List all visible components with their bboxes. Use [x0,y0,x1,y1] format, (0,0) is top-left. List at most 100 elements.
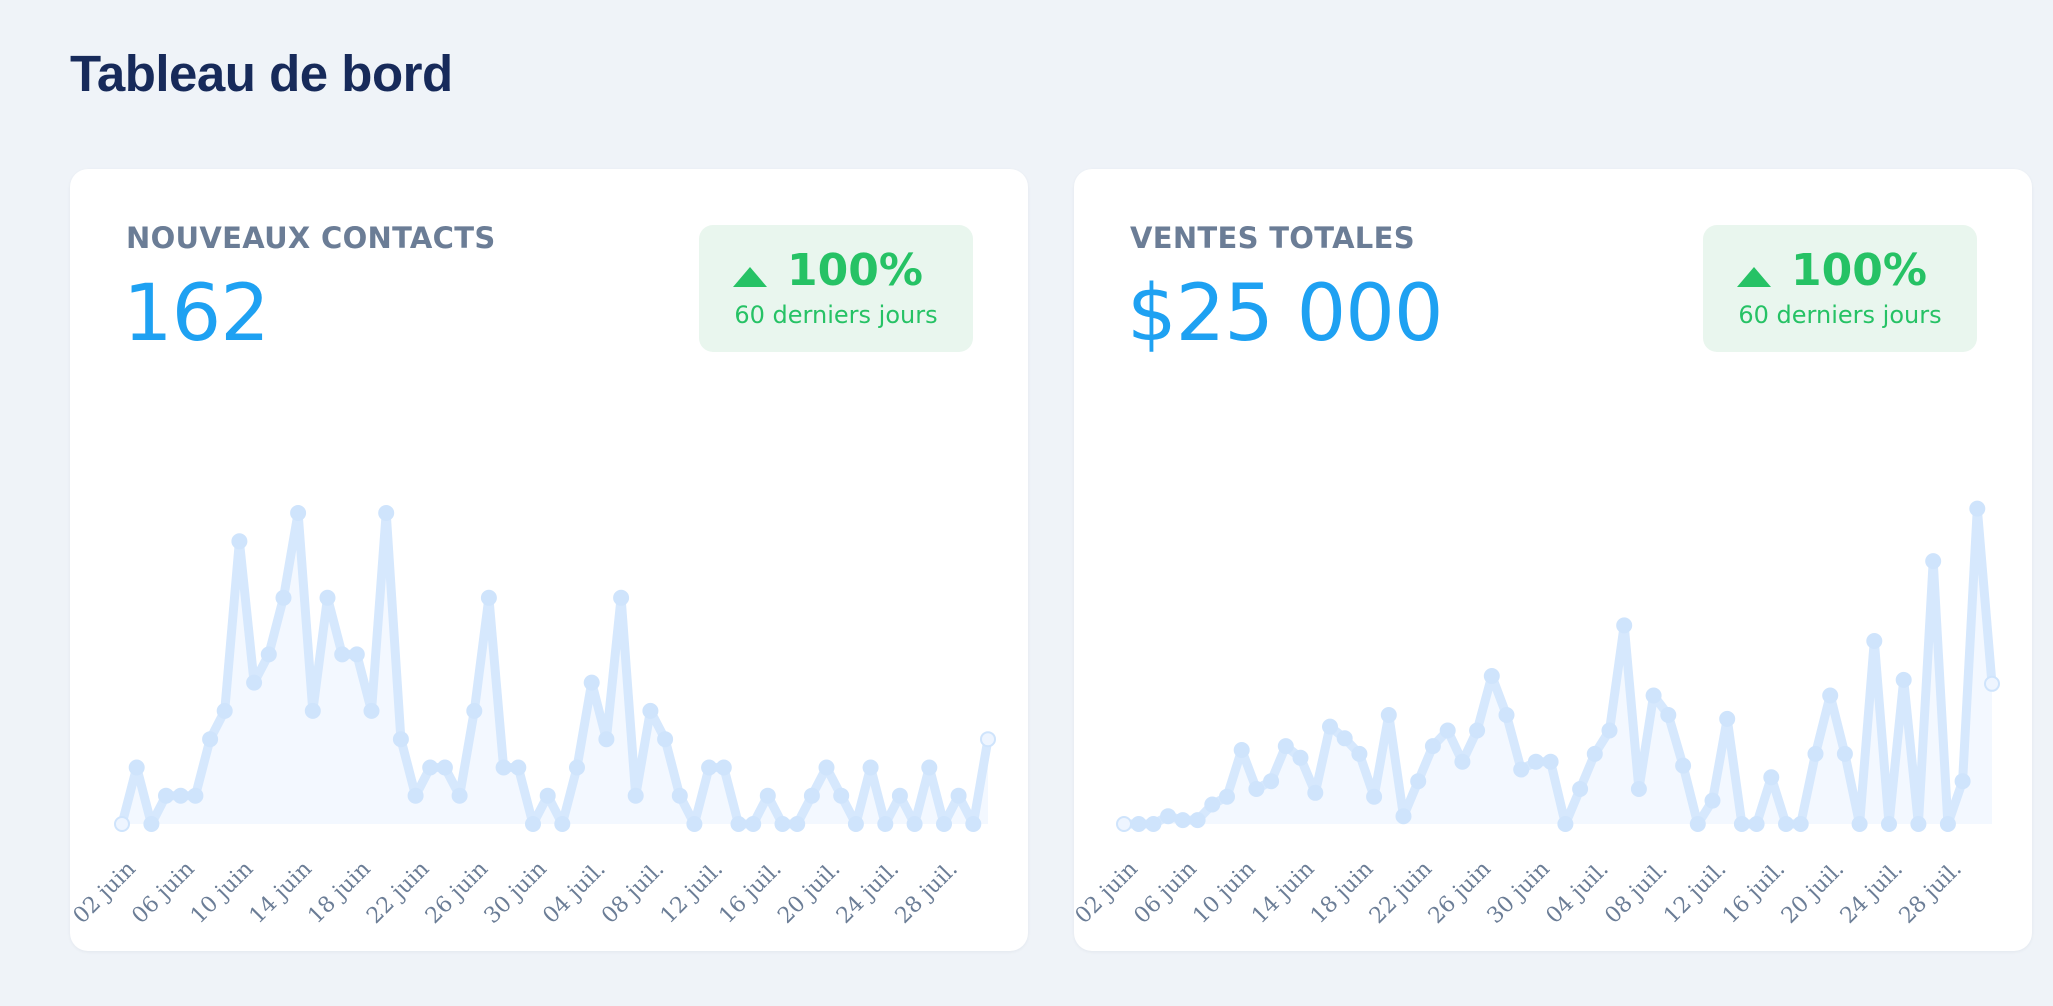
data-point [1307,784,1324,801]
data-point [1748,816,1765,832]
data-point [980,731,996,748]
data-point [1836,745,1853,762]
data-point [1366,788,1383,805]
data-point [378,505,395,521]
data-point [613,589,630,606]
data-point [789,816,806,832]
x-tick-label: 18 juin [303,857,375,929]
data-point [246,674,263,691]
x-tick-label: 04 juil. [538,857,610,929]
data-point [1351,745,1368,762]
data-point [525,816,541,832]
data-point [686,816,703,832]
data-point [1763,769,1780,786]
data-point [1116,816,1132,832]
x-tick-label: 10 juin [186,857,258,929]
data-point [877,816,894,832]
series-area [122,513,988,824]
data-point [730,816,747,832]
trend-period: 60 derniers jours [734,301,938,329]
data-point [1469,722,1486,739]
data-point [1969,500,1986,517]
trend-badge: 100% 60 derniers jours [699,225,973,352]
x-tick-label: 12 juil. [1659,857,1731,929]
data-point [818,759,835,776]
data-point [1248,781,1265,797]
data-point [671,787,688,804]
x-tick-label: 24 juil. [1836,857,1908,929]
arrow-up-icon [733,267,767,287]
x-tick-label: 10 juin [1188,857,1260,929]
data-point [1263,773,1280,790]
x-tick-label: 30 juin [480,857,552,929]
data-point [1189,812,1206,829]
x-tick-label: 04 juil. [1542,857,1614,929]
data-point [1630,781,1647,797]
data-point [803,787,820,804]
data-point [1424,738,1441,755]
data-point [275,589,292,606]
data-point [114,816,130,832]
data-point [1925,553,1942,570]
x-tick-label: 08 juil. [597,857,669,929]
card-total-sales: VENTES TOTALES $25 000 100% 60 derniers … [1074,169,2032,951]
x-tick-label: 22 juin [1365,857,1437,929]
data-point [1498,707,1515,723]
data-point [319,589,336,606]
data-point [759,787,776,804]
x-tick-label: 26 juin [421,857,493,929]
data-point [774,816,791,832]
data-point [1572,781,1589,797]
data-point [569,759,585,776]
data-point [187,787,204,804]
data-point [1719,710,1736,727]
x-tick-label: 24 juil. [832,857,904,929]
data-point [965,816,982,832]
x-tick-label: 18 juin [1306,857,1378,929]
data-point [1733,816,1750,832]
x-tick-label: 02 juin [70,857,141,929]
trend-percentage: 100% [787,245,923,296]
data-point [436,759,453,776]
data-point [1454,753,1471,770]
data-point [510,759,527,776]
data-point [1645,687,1662,704]
data-point [334,646,351,663]
card-label: VENTES TOTALES [1130,221,1415,255]
card-label: NOUVEAUX CONTACTS [126,221,496,255]
data-point [407,787,424,804]
x-tick-label: 08 juil. [1600,857,1672,929]
data-point [1807,745,1824,762]
data-point [642,702,659,719]
data-point [1380,707,1397,723]
data-point [1895,671,1912,688]
data-point [627,787,644,804]
data-point [466,702,483,719]
x-tick-label: 28 juil. [891,857,963,929]
data-point [172,787,189,804]
data-point [598,731,615,748]
x-tick-label: 06 juin [1130,857,1202,929]
data-point [216,702,233,719]
data-point [1910,816,1927,832]
data-point [1233,742,1250,758]
data-point [392,731,409,748]
data-point [1792,816,1809,832]
data-point [1939,816,1956,832]
data-point [936,816,952,832]
data-point [715,759,732,776]
data-point [304,702,321,719]
data-point [1483,668,1500,684]
data-point [1204,796,1221,813]
page-title: Tableau de bord [70,45,453,102]
data-point [1601,722,1618,739]
arrow-up-icon [1737,267,1771,287]
data-point [451,787,468,804]
data-point [1984,675,2000,692]
data-point [1616,617,1633,634]
card-value: 162 [123,269,270,359]
series-line [1119,504,1997,829]
x-tick-label: 02 juin [1074,857,1143,929]
